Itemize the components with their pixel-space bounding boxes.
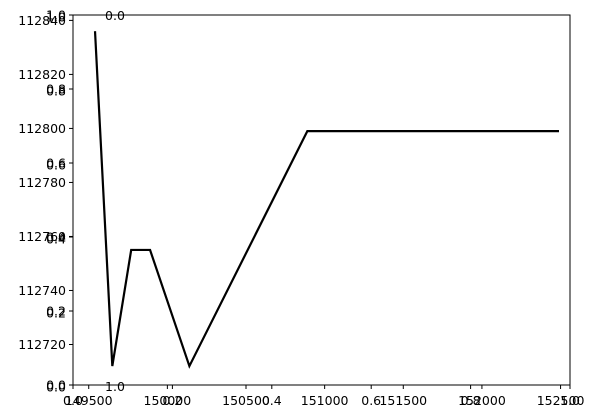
overlay-x-tick-label: 0.4 xyxy=(262,393,282,408)
y-tick-label: 112840 xyxy=(18,13,66,28)
x-tick-label: 149500 xyxy=(65,393,113,408)
y-tick-label: 112800 xyxy=(18,121,66,136)
y-tick-label: 112740 xyxy=(18,283,66,298)
overlay-y-tick-label-2: 0.2 xyxy=(46,306,66,321)
y-tick-label: 112780 xyxy=(18,175,66,190)
overlay-x-tick-label: 0.6 xyxy=(361,393,381,408)
y-tick-label: 112820 xyxy=(18,67,66,82)
overlay-y-tick-label: 0.2 xyxy=(46,304,66,319)
overlay-y-tick-label-2: 0.0 xyxy=(46,380,66,395)
overlay-y-tick-label: 1.0 xyxy=(46,8,66,23)
y-tick-label: 112760 xyxy=(18,229,66,244)
series-line xyxy=(93,31,559,369)
overlay-y-tick-label: 0.8 xyxy=(46,82,66,97)
x-tick-label: 152500 xyxy=(537,393,585,408)
x-tick-label: 150500 xyxy=(222,393,270,408)
overlay-bottom-label: 1.0 xyxy=(105,379,125,394)
x-tick-label: 150000 xyxy=(144,393,192,408)
x-tick-label: 151500 xyxy=(379,393,427,408)
overlay-x-tick-label: 0.8 xyxy=(461,393,481,408)
y-tick-label: 112720 xyxy=(18,337,66,352)
overlay-y-tick-label-2: 0.6 xyxy=(46,158,66,173)
overlay-y-tick-label: 0.6 xyxy=(46,156,66,171)
plot-frame xyxy=(72,14,571,386)
overlay-y-tick-label-2: 1.0 xyxy=(46,10,66,25)
overlay-x-tick-label: 0.2 xyxy=(162,393,182,408)
overlay-x-tick-label: 0.0 xyxy=(63,393,83,408)
x-tick-label: 151000 xyxy=(301,393,349,408)
overlay-y-tick-label-2: 0.8 xyxy=(46,84,66,99)
overlay-y-tick-label-2: 0.4 xyxy=(46,232,66,247)
axis-ticks xyxy=(69,14,571,389)
overlay-top-label: 0.0 xyxy=(105,8,125,23)
overlay-y-tick-label: 0.0 xyxy=(46,378,66,393)
x-tick-label: 152000 xyxy=(458,393,506,408)
overlay-y-tick-label: 0.4 xyxy=(46,230,66,245)
tick-labels: 112720 112740 112760 112780 112800 112820 1128… xyxy=(18,8,584,409)
overlay-x-tick-label: 1.0 xyxy=(560,393,580,408)
